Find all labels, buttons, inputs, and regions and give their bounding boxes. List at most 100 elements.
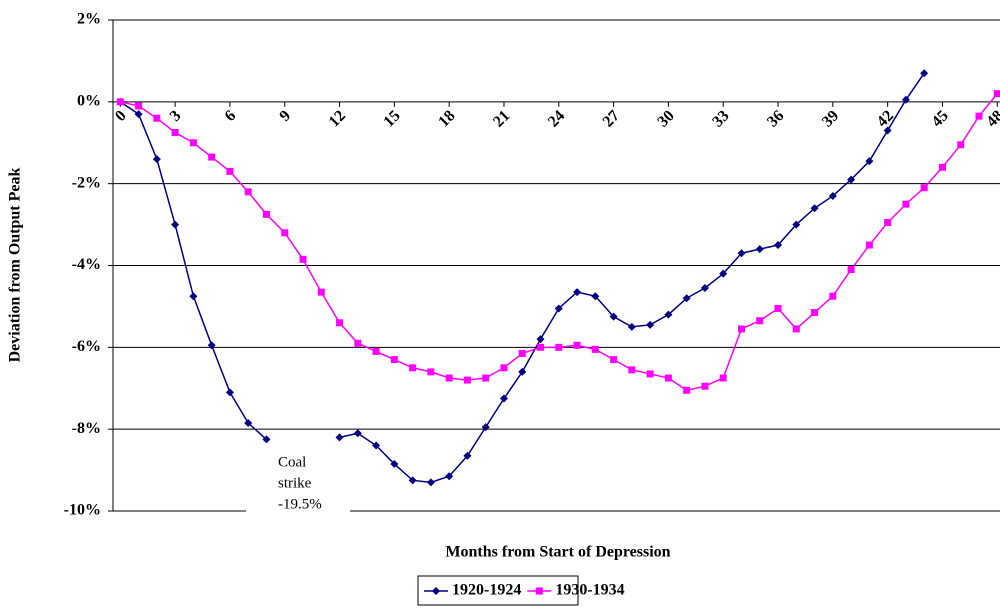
point	[573, 288, 582, 297]
point	[135, 102, 143, 110]
y-tick-label: 0%	[77, 93, 101, 110]
point	[336, 319, 344, 327]
point	[426, 478, 435, 487]
point	[957, 141, 965, 149]
point	[700, 284, 709, 293]
point	[701, 382, 709, 390]
point	[134, 110, 143, 119]
y-tick-label: -10%	[64, 502, 101, 519]
x-tick-label: 24	[545, 107, 568, 130]
point	[536, 335, 545, 344]
point	[756, 317, 764, 325]
point	[189, 139, 197, 147]
point	[153, 114, 161, 122]
point	[390, 459, 399, 468]
point	[171, 220, 180, 229]
x-tick-label: 27	[600, 107, 623, 130]
x-tick-label: 15	[380, 107, 403, 130]
point	[518, 349, 526, 357]
point	[152, 155, 161, 164]
point	[865, 241, 873, 249]
point	[463, 451, 472, 460]
point	[354, 339, 362, 347]
x-tick-label: 36	[764, 107, 787, 130]
point	[591, 292, 600, 301]
point	[828, 191, 837, 200]
point	[920, 69, 929, 78]
point	[591, 345, 599, 353]
point	[628, 366, 636, 374]
point	[335, 433, 344, 442]
point	[847, 266, 855, 274]
x-tick-label: 6	[222, 107, 240, 125]
point	[627, 322, 636, 331]
point	[499, 394, 508, 403]
series-line	[119, 72, 925, 484]
x-tick-label: 39	[819, 107, 842, 130]
point	[189, 292, 198, 301]
point	[463, 376, 471, 384]
point	[901, 95, 910, 104]
point	[810, 204, 819, 213]
point	[408, 476, 417, 485]
point	[225, 388, 234, 397]
point	[207, 341, 216, 350]
x-tick-label: 48	[983, 107, 1000, 130]
point	[883, 126, 892, 135]
point	[262, 210, 270, 218]
point	[116, 98, 124, 106]
annotation: -19.5%	[278, 496, 322, 512]
y-tick-label: 2%	[77, 11, 101, 28]
x-tick-label: 45	[929, 107, 952, 130]
point	[554, 304, 563, 313]
point	[792, 220, 801, 229]
legend-label: 1920-1924	[452, 582, 521, 599]
point	[281, 229, 289, 237]
x-tick-label: 9	[276, 107, 294, 125]
point	[317, 288, 325, 296]
point	[884, 219, 892, 227]
point	[664, 374, 672, 382]
point	[737, 325, 745, 333]
point	[573, 341, 581, 349]
point	[372, 441, 381, 450]
point	[353, 429, 362, 438]
x-tick-label: 12	[326, 107, 349, 130]
legend: 1920-1924 1930-1934	[417, 575, 625, 606]
point	[646, 320, 655, 329]
legend-marker	[535, 587, 543, 595]
point	[518, 367, 527, 376]
point	[975, 112, 983, 120]
point	[208, 153, 216, 161]
x-tick-label: 42	[874, 107, 897, 130]
point	[811, 309, 819, 317]
point	[993, 90, 1000, 98]
point	[683, 386, 691, 394]
point	[719, 374, 727, 382]
point	[829, 292, 837, 300]
legend-label: 1930-1934	[555, 582, 624, 599]
point	[427, 368, 435, 376]
point	[409, 364, 417, 372]
y-tick-label: -6%	[72, 338, 101, 355]
point	[171, 129, 179, 137]
point	[774, 304, 782, 312]
point	[774, 241, 783, 250]
point	[555, 343, 563, 351]
point	[902, 200, 910, 208]
point	[865, 157, 874, 166]
point	[244, 419, 253, 428]
point	[445, 472, 454, 481]
annotation-box	[246, 450, 350, 516]
point	[847, 175, 856, 184]
point	[737, 249, 746, 258]
legend-marker	[432, 587, 440, 595]
point	[262, 435, 271, 444]
x-tick-label: 21	[490, 107, 513, 130]
point	[481, 423, 490, 432]
x-tick-label: 0	[112, 107, 130, 125]
point	[719, 269, 728, 278]
y-tick-label: -4%	[72, 256, 101, 273]
x-tick-label: 30	[654, 107, 677, 130]
